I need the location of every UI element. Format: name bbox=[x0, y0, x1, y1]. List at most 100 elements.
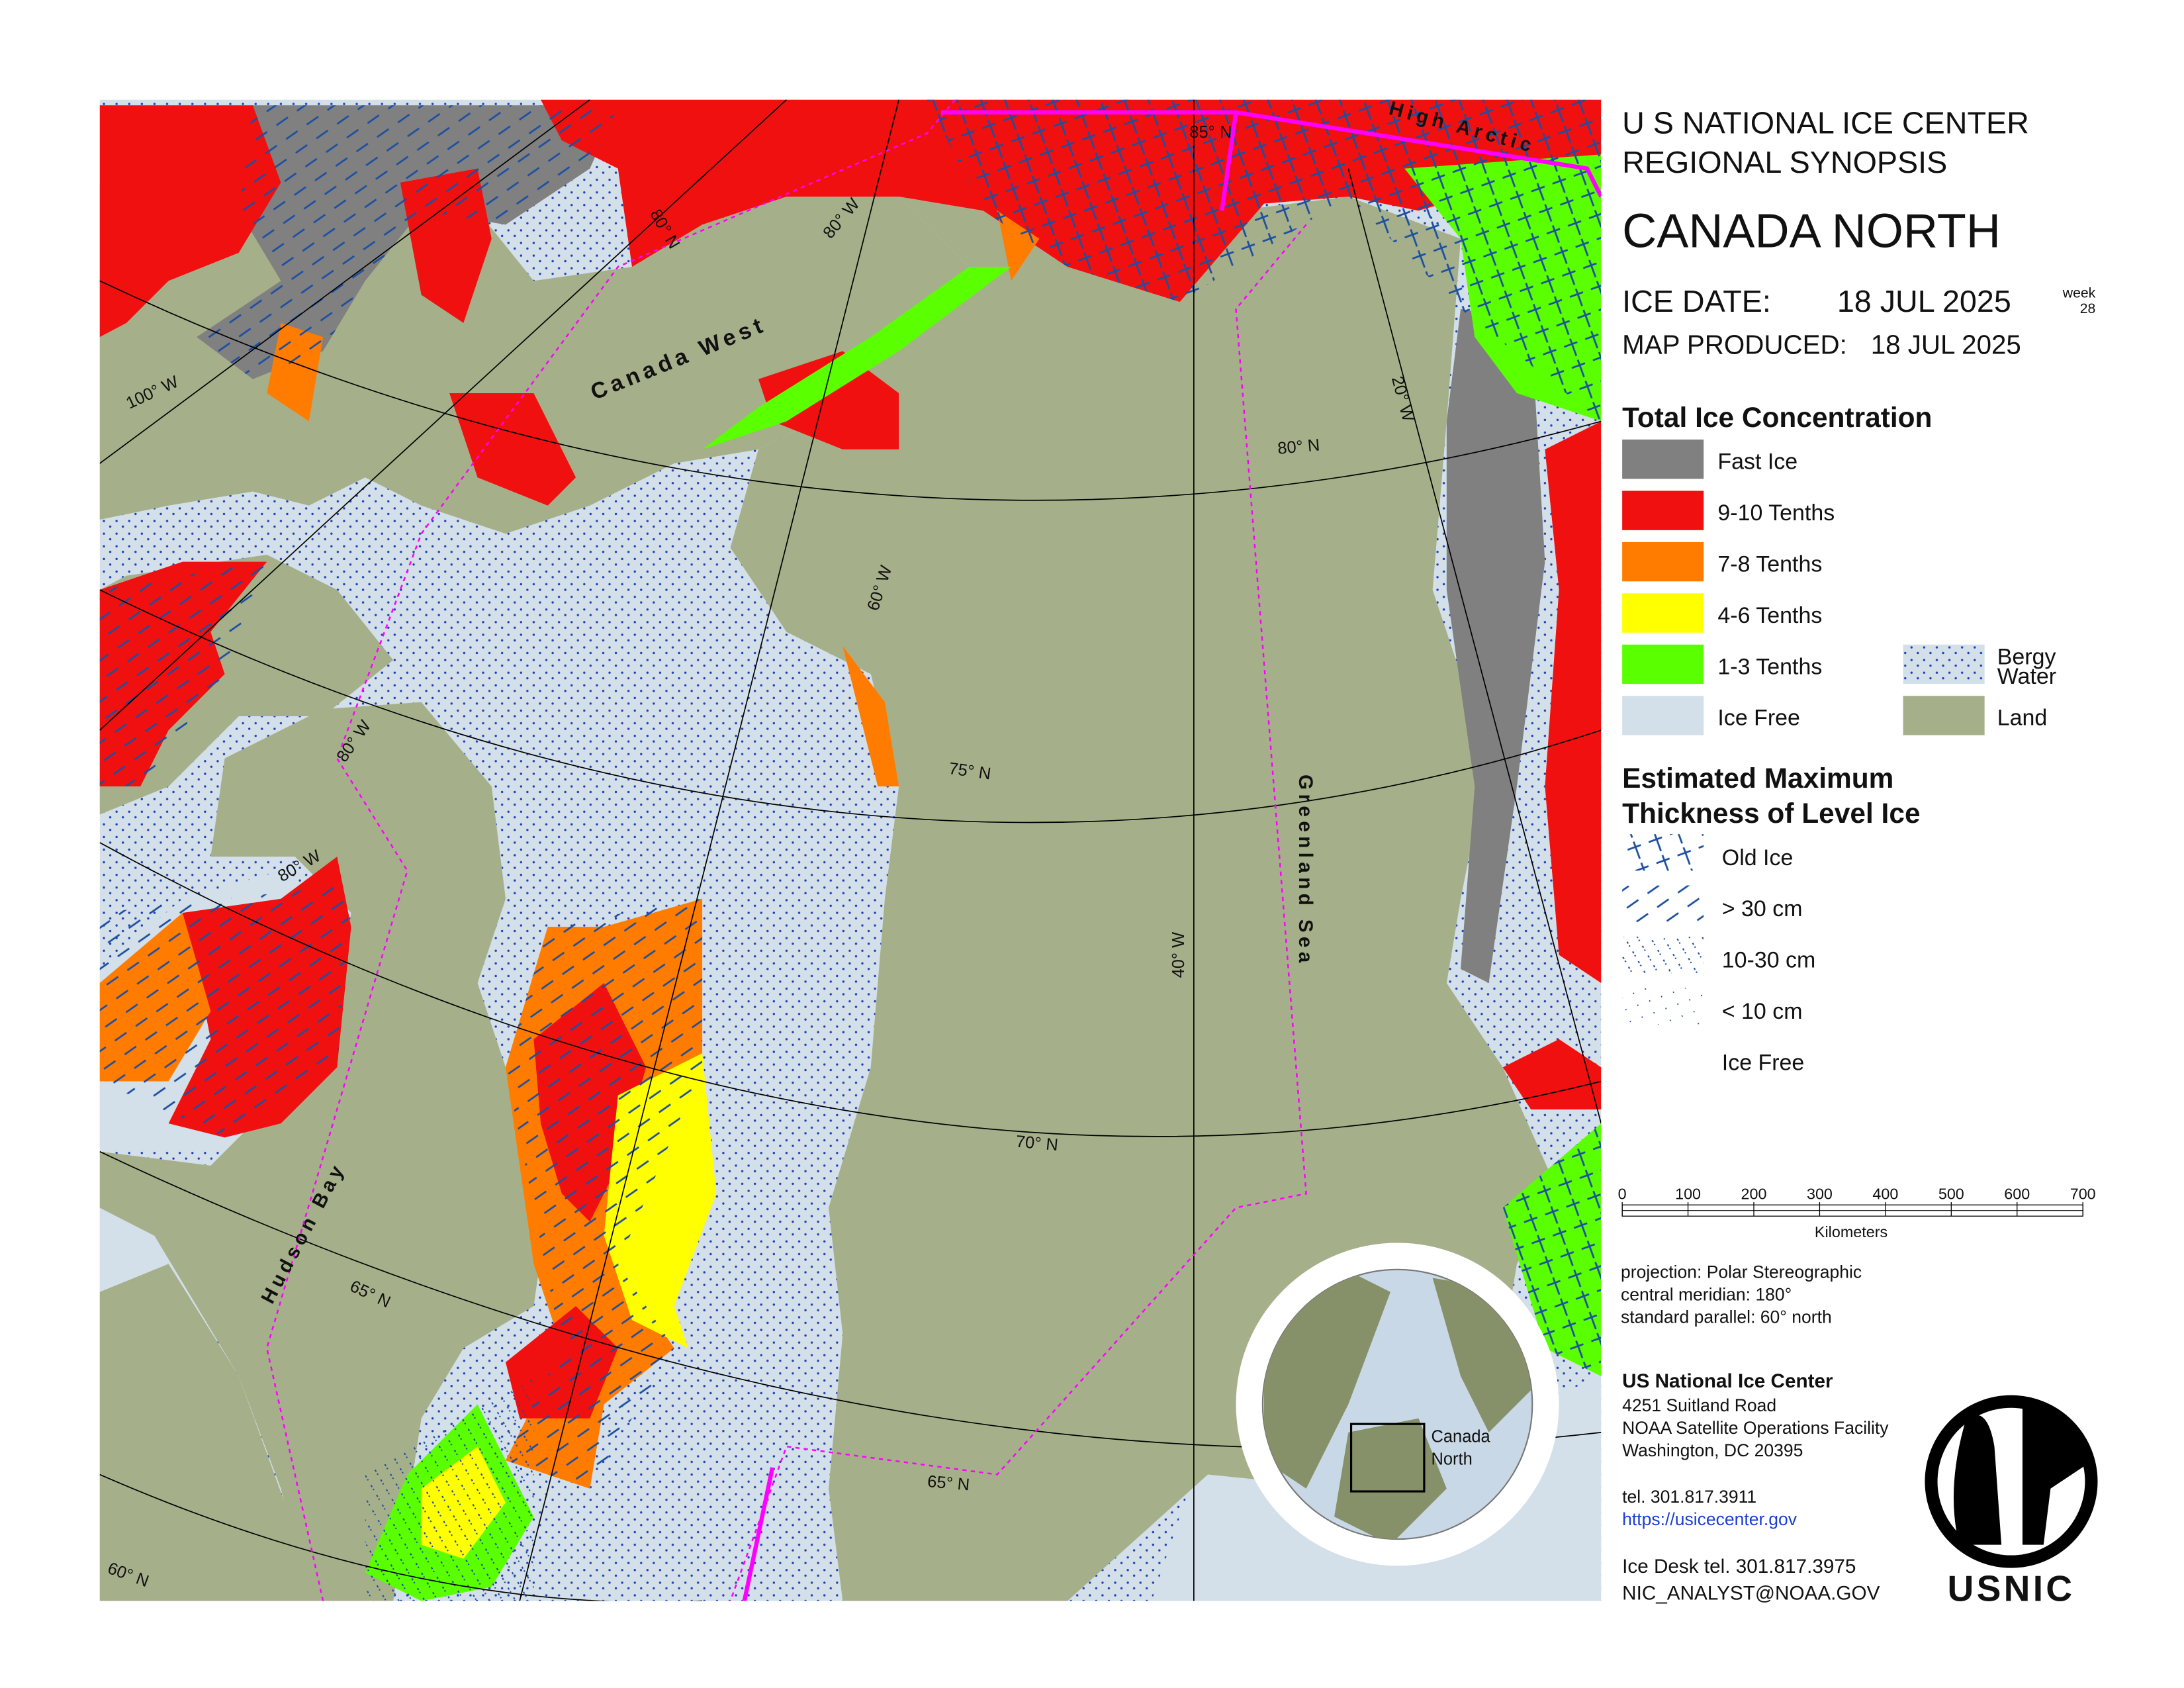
header-title: U S NATIONAL ICE CENTER bbox=[1622, 106, 2029, 140]
legend-swatch bbox=[1622, 696, 1704, 735]
logo-figure bbox=[1953, 1404, 2093, 1545]
legend-label: Land bbox=[1997, 706, 2048, 731]
old-ice bbox=[927, 99, 1602, 422]
legend-label: Old Ice bbox=[1722, 845, 1794, 870]
contact-url: https://usicecenter.gov bbox=[1622, 1509, 1797, 1529]
contact-address: NOAA Satellite Operations Facility bbox=[1622, 1418, 1889, 1438]
graticule-label: 85° N bbox=[1189, 123, 1232, 142]
legend-label: 10-30 cm bbox=[1722, 948, 1815, 973]
scale-label: 400 bbox=[1872, 1186, 1898, 1203]
ice-9-10 bbox=[758, 351, 899, 449]
contact-email: NIC_ANALYST@NOAA.GOV bbox=[1622, 1582, 1880, 1604]
scale-label: 700 bbox=[2070, 1186, 2096, 1203]
contact-address: 4251 Suitland Road bbox=[1622, 1395, 1776, 1415]
inset-land-shape bbox=[1263, 1269, 1390, 1489]
graticule-line bbox=[99, 280, 1602, 501]
legend-swatch bbox=[1622, 440, 1704, 479]
inset-label: Canada bbox=[1432, 1428, 1491, 1446]
fast-ice bbox=[1446, 308, 1545, 984]
scale-label: 100 bbox=[1675, 1186, 1701, 1203]
thick-ice bbox=[197, 105, 618, 379]
legend-label: 7-8 Tenths bbox=[1717, 551, 1822, 577]
projection-info: standard parallel: 60° north bbox=[1621, 1307, 1832, 1327]
legend-label: 9-10 Tenths bbox=[1717, 500, 1835, 526]
contact-address: Washington, DC 20395 bbox=[1622, 1440, 1803, 1460]
inset-land-shape bbox=[1334, 1418, 1447, 1540]
info-panel: U S NATIONAL ICE CENTER REGIONAL SYNOPSIS… bbox=[1618, 106, 2098, 1609]
legend-label: Bergy Water bbox=[1997, 644, 2056, 689]
region-label: Greenland Sea bbox=[1295, 774, 1316, 967]
graticule-label: 70° N bbox=[1015, 1133, 1059, 1154]
legend-title: Estimated Maximum bbox=[1622, 763, 1893, 794]
graticule-label: 65° N bbox=[927, 1472, 970, 1494]
ice-7-8 bbox=[997, 211, 1040, 281]
graticule-label: 40° W bbox=[1169, 932, 1188, 978]
land bbox=[99, 702, 548, 1601]
contact-ice-desk: Ice Desk tel. 301.817.3975 bbox=[1622, 1556, 1856, 1577]
legend-label: Ice Free bbox=[1722, 1051, 1805, 1076]
graticule-line bbox=[519, 99, 900, 1601]
contact-tel: tel. 301.817.3911 bbox=[1622, 1487, 1756, 1507]
legend-swatch bbox=[1622, 885, 1704, 922]
legend-swatch bbox=[1622, 1039, 1704, 1076]
ice-date: 18 JUL 2025 bbox=[1837, 284, 2011, 318]
region-title: CANADA NORTH bbox=[1622, 205, 2001, 258]
legend-title: Thickness of Level Ice bbox=[1622, 798, 1920, 829]
region-boundary bbox=[742, 1467, 775, 1601]
legend-swatch bbox=[1622, 491, 1704, 530]
graticule-line bbox=[1347, 168, 1602, 1124]
legend-swatch bbox=[1622, 937, 1704, 974]
thick-ice bbox=[505, 898, 703, 1489]
logo-ring bbox=[1925, 1395, 2098, 1568]
graticule-label: 80° N bbox=[1277, 436, 1320, 457]
legend-swatch bbox=[1622, 644, 1704, 684]
thin-ice bbox=[365, 1376, 534, 1601]
ice-7-8 bbox=[842, 645, 899, 787]
legend-swatch bbox=[1622, 593, 1704, 633]
ice-9-10 bbox=[1545, 421, 1602, 984]
region-boundary bbox=[1220, 112, 1238, 211]
legend-label: 1-3 Tenths bbox=[1717, 654, 1822, 679]
scale-unit: Kilometers bbox=[1815, 1223, 1888, 1241]
region-boundary bbox=[940, 110, 1602, 198]
region-boundary bbox=[729, 224, 1307, 1601]
projection-info: projection: Polar Stereographic bbox=[1621, 1262, 1862, 1282]
header-subtitle: REGIONAL SYNOPSIS bbox=[1622, 145, 1947, 179]
scale-label: 300 bbox=[1807, 1186, 1833, 1203]
ice-9-10 bbox=[99, 105, 281, 338]
ice-1-3 bbox=[702, 267, 1011, 449]
scale-label: 600 bbox=[2004, 1186, 2030, 1203]
thick-ice bbox=[99, 561, 351, 1138]
land bbox=[99, 1264, 324, 1601]
legend-label: < 10 cm bbox=[1722, 999, 1803, 1024]
old-ice bbox=[1502, 1123, 1602, 1377]
week-number: 28 bbox=[2080, 301, 2096, 316]
legend-swatch bbox=[1903, 644, 1985, 684]
legend-swatch bbox=[1622, 834, 1704, 871]
map-produced-label: MAP PRODUCED: bbox=[1622, 330, 1847, 360]
legend-label: 4-6 Tenths bbox=[1717, 603, 1822, 628]
scale-label: 200 bbox=[1741, 1186, 1767, 1203]
map-produced: 18 JUL 2025 bbox=[1871, 330, 2021, 360]
ice-9-10 bbox=[449, 393, 576, 506]
ice-date-label: ICE DATE: bbox=[1622, 284, 1771, 318]
legend-swatch bbox=[1903, 696, 1985, 735]
ice-9-10 bbox=[1502, 1039, 1602, 1109]
graticule-line bbox=[99, 589, 1602, 823]
legend-title: Total Ice Concentration bbox=[1622, 402, 1932, 433]
contact-name: US National Ice Center bbox=[1622, 1370, 1833, 1392]
scale-label: 500 bbox=[1938, 1186, 1964, 1203]
legend-swatch bbox=[1622, 541, 1704, 582]
graticule-line bbox=[99, 99, 787, 731]
graticule-line bbox=[99, 99, 590, 464]
inset-box bbox=[1349, 1423, 1426, 1493]
projection-info: central meridian: 180° bbox=[1621, 1284, 1792, 1304]
graticule-line bbox=[99, 1474, 703, 1601]
scale-label: 0 bbox=[1618, 1186, 1627, 1203]
legend-label: > 30 cm bbox=[1722, 896, 1803, 921]
week-label: week bbox=[2062, 286, 2096, 301]
graticule-line bbox=[99, 842, 1602, 1137]
inset-label: North bbox=[1432, 1450, 1473, 1469]
